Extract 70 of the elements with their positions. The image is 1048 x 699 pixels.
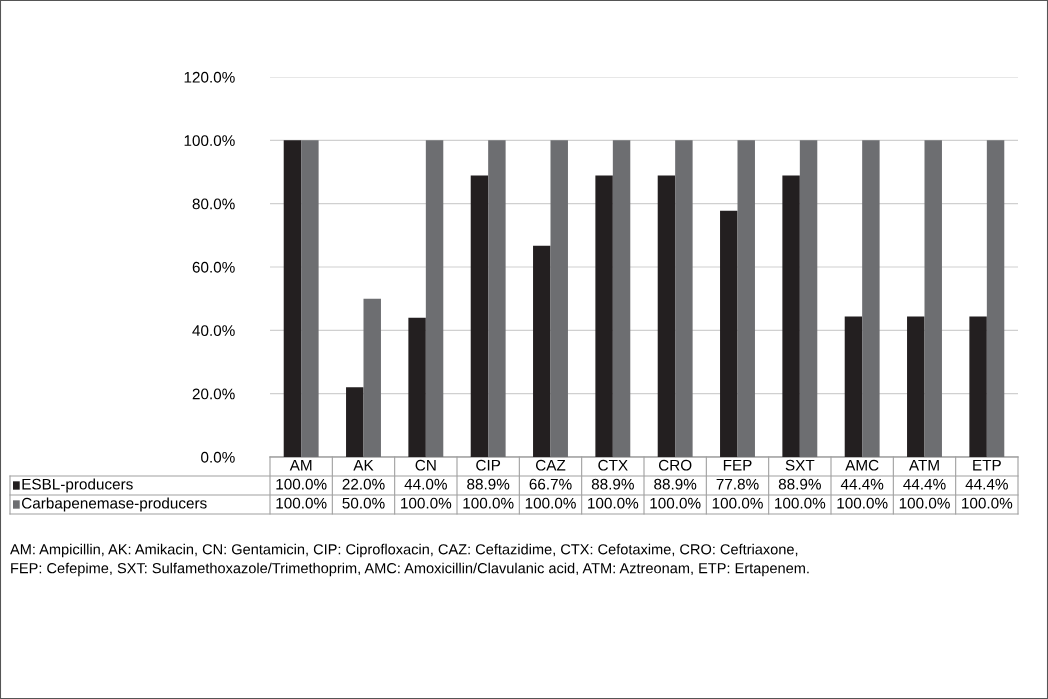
data-label: 100.0% [712,497,763,509]
x-tick-label: CAZ [536,459,566,471]
bar [657,175,676,457]
bar [301,140,319,457]
x-tick-label: CRO [658,459,692,471]
data-label: 22.0% [342,478,385,490]
x-tick-label: AK [353,459,374,471]
bar [550,140,568,457]
bar [533,245,551,457]
x-tick-label: CN [415,459,436,471]
bar [470,175,489,457]
data-label: 88.9% [654,478,697,490]
data-label: 100.0% [837,497,888,509]
data-label: 100.0% [401,497,452,509]
y-tick-label: 40.0% [192,325,235,337]
data-label: 100.0% [463,497,514,509]
bar [737,140,755,457]
bar [408,317,426,457]
data-label: 88.9% [591,478,634,490]
bar [907,316,925,457]
bar [283,140,302,457]
bar [675,140,693,457]
x-tick-label: CIP [476,459,501,471]
x-tick-label: ETP [973,459,1001,471]
data-label: 44.4% [903,478,946,490]
data-label: 100.0% [276,497,327,509]
x-tick-label: AM [289,459,312,471]
data-label: 100.0% [962,497,1013,509]
y-tick-label: 100.0% [184,135,235,147]
bar [346,387,364,457]
data-label: 66.7% [529,478,572,490]
bar [595,175,613,457]
data-label: 100.0% [650,497,701,509]
bar [924,140,942,457]
bar [844,316,863,457]
bar [862,140,880,457]
y-tick-label: 0.0% [201,451,235,463]
bar [612,140,631,457]
bar [969,316,987,457]
y-tick-label: 120.0% [184,71,235,83]
bar [799,140,818,457]
x-tick-label: SXT [785,459,815,471]
data-label: 100.0% [775,497,826,509]
bar [363,298,381,457]
legend-label: ESBL-producers [22,478,133,493]
bar [488,140,506,457]
data-label: 100.0% [525,497,576,509]
y-tick-label: 80.0% [192,198,235,210]
bar [720,210,738,457]
text: AM: Ampicillin, AK: Amikacin, CN: Gentamicin, CIP: Ciprofloxacin, CAZ: Ceftazidime, CTX: Cefotaxime, CRO: Ceftriaxone, FEP: Cefepime, SXT: Sulfamethoxazole/Trimethoprim, AMC: Amoxicillin/Clavulanic acid, ATM: Aztreonam, ETP: Ertapenem. [10,543,809,577]
x-tick-label: ATM [908,459,939,471]
data-label: 50.0% [342,497,385,509]
legend-label: Carbapenemase-producers [22,497,207,512]
data-label: 44.4% [840,478,884,490]
y-tick-label: 20.0% [192,388,235,400]
data-label: 44.0% [404,478,447,490]
x-tick-label: CTX [598,459,628,471]
bar [425,140,444,457]
data-label: 44.4% [965,478,1008,490]
data-label: 100.0% [588,497,639,509]
data-label: 88.9% [778,478,821,490]
y-tick-label: 60.0% [192,261,235,273]
x-tick-label: FEP [723,459,752,471]
data-label: 100.0% [276,478,327,490]
data-label: 100.0% [899,497,950,509]
bar [986,140,1005,457]
data-label: 77.8% [716,478,759,490]
bar [782,175,800,457]
x-tick-label: AMC [845,459,879,471]
data-label: 88.9% [467,478,510,490]
